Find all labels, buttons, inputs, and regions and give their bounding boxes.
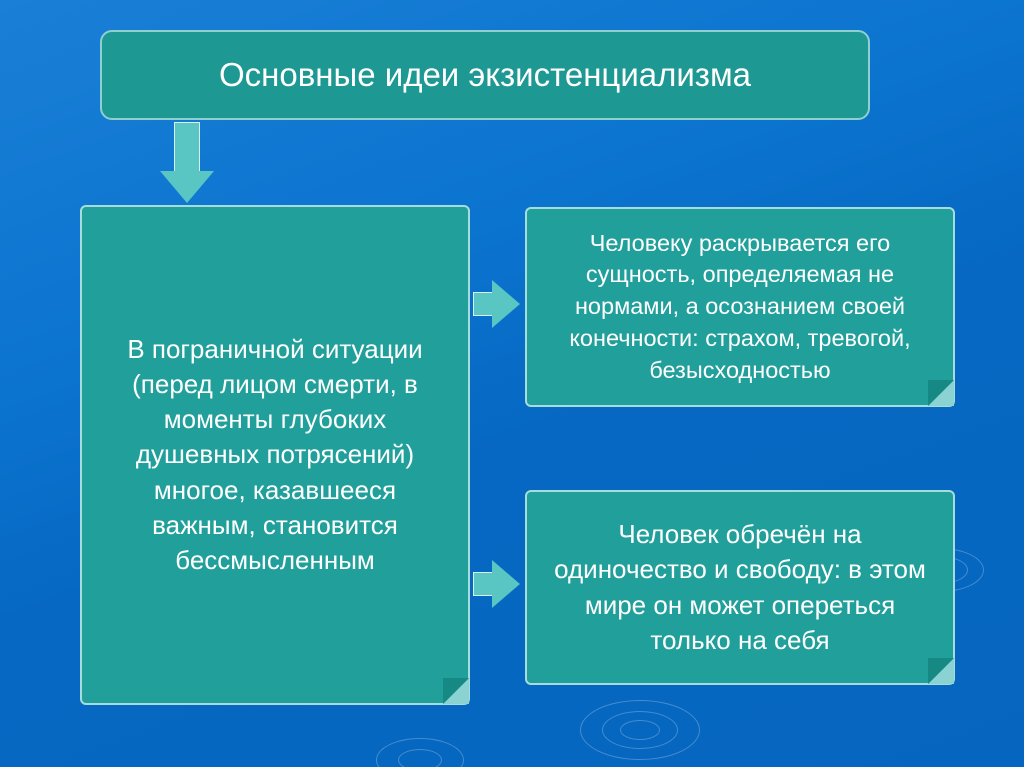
corner-flap-shadow xyxy=(443,678,469,704)
arrow-down xyxy=(160,122,214,204)
title-text: Основные идеи экзистенциализма xyxy=(219,53,751,98)
arrow-right-bottom xyxy=(473,560,521,608)
corner-flap-shadow xyxy=(928,658,954,684)
right-top-text: Человеку раскрывается его сущность, опре… xyxy=(545,228,935,387)
right-bottom-box: Человек обречён на одиночество и свободу… xyxy=(525,490,955,685)
arrow-right-top xyxy=(473,280,521,328)
title-box: Основные идеи экзистенциализма xyxy=(100,30,870,120)
left-box: В пограничной ситуации (перед лицом смер… xyxy=(80,205,470,705)
right-top-box: Человеку раскрывается его сущность, опре… xyxy=(525,207,955,407)
left-box-text: В пограничной ситуации (перед лицом смер… xyxy=(100,332,450,578)
corner-flap-shadow xyxy=(928,380,954,406)
right-bottom-text: Человек обречён на одиночество и свободу… xyxy=(545,517,935,657)
